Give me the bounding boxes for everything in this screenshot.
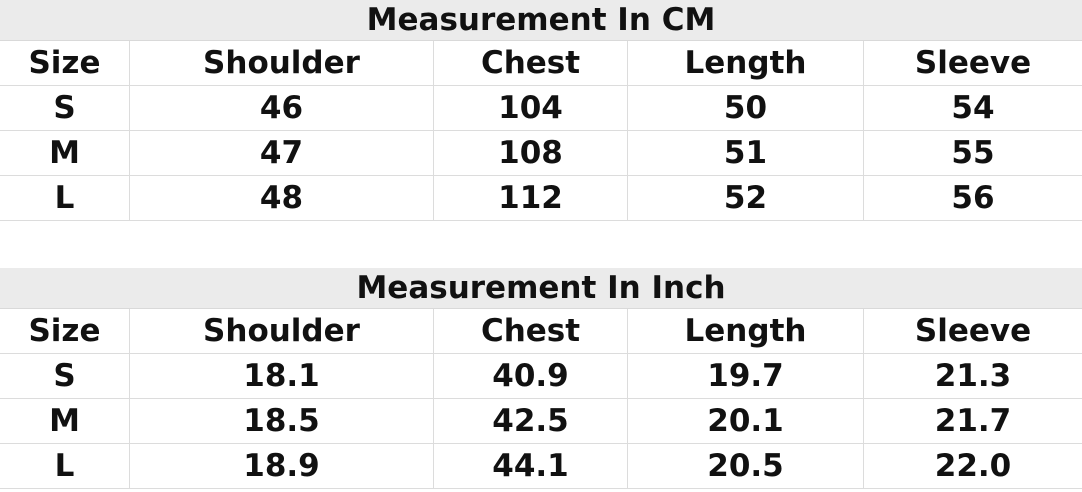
table-row: S 46 104 50 54: [0, 86, 1082, 131]
column-header: Chest: [434, 309, 628, 353]
table-cell: 51: [628, 131, 864, 175]
header-row: Size Shoulder Chest Length Sleeve: [0, 41, 1082, 86]
table-cell: 56: [951, 180, 995, 216]
table-cell: 20.1: [628, 399, 864, 443]
table-cell: M: [0, 399, 130, 443]
column-header: Chest: [434, 41, 628, 85]
table-cell: 55: [951, 135, 995, 171]
table-cell: 44.1: [434, 444, 628, 488]
table-cell: 21.3: [934, 358, 1012, 394]
table-cell: 42.5: [434, 399, 628, 443]
table-cell: 50: [628, 86, 864, 130]
table-row: M 47 108 51 55: [0, 131, 1082, 176]
table-cell: S: [0, 354, 130, 398]
table-cell: 18.9: [130, 444, 434, 488]
table-row: L 48 112 52 56: [0, 176, 1082, 221]
table-row: L 18.9 44.1 20.5 22.0: [0, 444, 1082, 489]
column-header: Sleeve: [914, 313, 1032, 349]
table-cell: 52: [628, 176, 864, 220]
column-header: Size: [0, 41, 130, 85]
column-header: Shoulder: [130, 41, 434, 85]
table-row: M 18.5 42.5 20.1 21.7: [0, 399, 1082, 444]
table-cell: 22.0: [934, 448, 1012, 484]
table-cell: 18.5: [130, 399, 434, 443]
table-cell: 19.7: [628, 354, 864, 398]
header-row: Size Shoulder Chest Length Sleeve: [0, 309, 1082, 354]
table-cell: L: [0, 176, 130, 220]
table-cell: 48: [130, 176, 434, 220]
table-cell: S: [0, 86, 130, 130]
column-header: Size: [0, 309, 130, 353]
column-header: Shoulder: [130, 309, 434, 353]
inch-table: Measurement In Inch Size Shoulder Chest Leng…: [0, 268, 1082, 489]
table-cell: 104: [434, 86, 628, 130]
table-title: Measurement In CM: [0, 0, 1082, 41]
column-header: Length: [628, 309, 864, 353]
column-header: Sleeve: [914, 45, 1032, 81]
table-cell: 112: [434, 176, 628, 220]
table-cell: L: [0, 444, 130, 488]
table-row: S 18.1 40.9 19.7 21.3: [0, 354, 1082, 399]
table-cell: 46: [130, 86, 434, 130]
column-header: Length: [628, 41, 864, 85]
cm-table: Measurement In CM Size Shoulder Chest Length…: [0, 0, 1082, 221]
table-cell: 54: [951, 90, 995, 126]
table-cell: 40.9: [434, 354, 628, 398]
table-title: Measurement In Inch: [0, 268, 1082, 309]
table-cell: M: [0, 131, 130, 175]
table-cell: 47: [130, 131, 434, 175]
table-cell: 108: [434, 131, 628, 175]
table-cell: 20.5: [628, 444, 864, 488]
table-cell: 18.1: [130, 354, 434, 398]
table-cell: 21.7: [934, 403, 1012, 439]
